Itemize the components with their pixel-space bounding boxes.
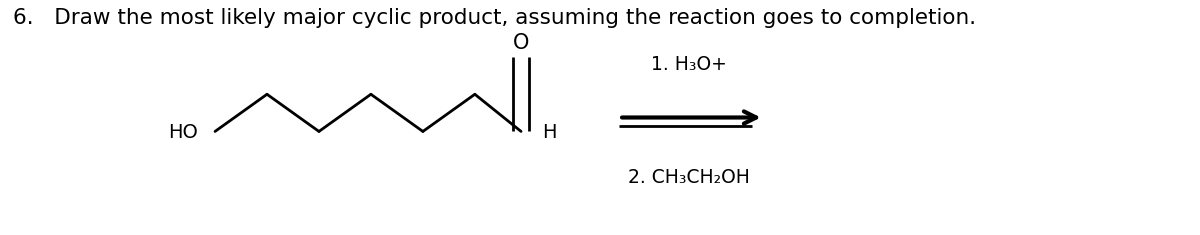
Text: H: H xyxy=(542,123,557,142)
Text: 2. CH₃CH₂OH: 2. CH₃CH₂OH xyxy=(628,168,750,187)
Text: O: O xyxy=(512,33,529,53)
Text: 1. H₃O+: 1. H₃O+ xyxy=(650,55,726,74)
Text: 6.   Draw the most likely major cyclic product, assuming the reaction goes to co: 6. Draw the most likely major cyclic pro… xyxy=(13,8,976,28)
Text: HO: HO xyxy=(168,123,198,142)
